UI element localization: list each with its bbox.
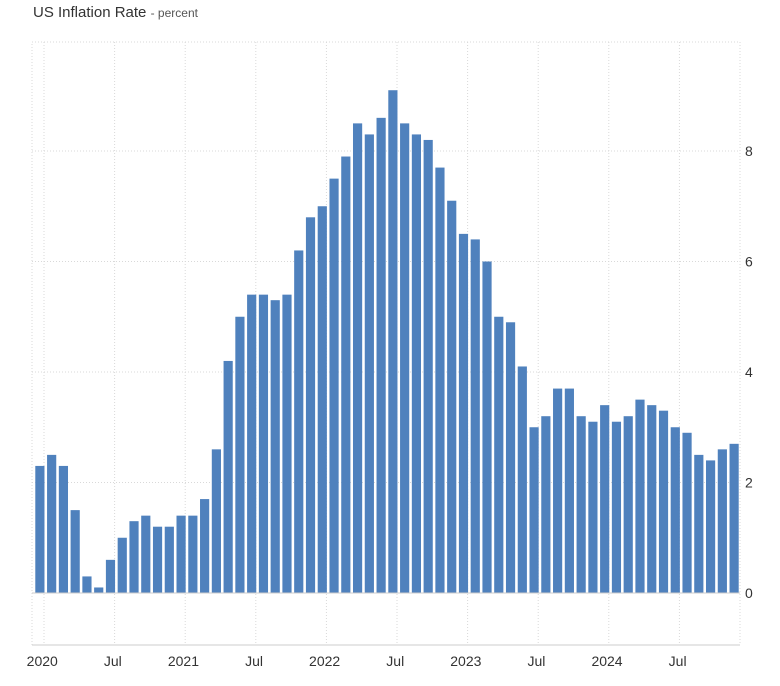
bar: [553, 388, 563, 593]
y-tick-label: 2: [745, 475, 753, 491]
bar: [129, 521, 139, 593]
bar: [352, 123, 363, 593]
bar: [58, 465, 69, 593]
bar: [105, 559, 116, 593]
x-tick-label: 2024: [591, 653, 622, 669]
bar: [682, 432, 692, 593]
bar: [517, 366, 527, 593]
x-tick-label: 2021: [168, 653, 199, 669]
bar: [658, 410, 669, 593]
bar: [305, 217, 316, 594]
bar: [647, 405, 657, 593]
bar: [611, 421, 622, 593]
bar: [376, 117, 386, 593]
x-tick-label: Jul: [527, 653, 545, 669]
bar: [505, 322, 516, 593]
bar: [317, 206, 327, 593]
bar: [94, 587, 104, 593]
bar: [388, 90, 398, 593]
bar: [564, 388, 574, 593]
bar: [670, 427, 680, 593]
x-axis-tick-labels: 2020 Jul 2021 Jul 2022 Jul 2023 Jul 2024 Jul: [27, 653, 687, 669]
y-tick-label: 8: [745, 143, 753, 159]
bar: [576, 416, 586, 593]
bar: [694, 454, 704, 593]
bar: [188, 515, 198, 593]
bar: [247, 294, 257, 593]
bar: [329, 178, 339, 593]
bar: [200, 499, 210, 593]
bar: [600, 405, 610, 593]
bar: [223, 360, 233, 593]
bar: [364, 134, 374, 594]
bar: [623, 416, 633, 593]
x-tick-label: Jul: [386, 653, 404, 669]
x-tick-label: Jul: [245, 653, 263, 669]
chart-bars: [35, 90, 739, 594]
bar: [176, 515, 186, 593]
bar: [470, 239, 480, 593]
bar: [400, 123, 410, 593]
bar: [164, 526, 174, 593]
chart-axis: [32, 592, 740, 646]
bar: [282, 294, 292, 593]
bar: [211, 449, 221, 593]
bar: [529, 427, 539, 593]
bar: [270, 300, 280, 593]
bar: [423, 139, 433, 593]
x-tick-label: 2020: [27, 653, 58, 669]
y-tick-label: 0: [745, 585, 753, 601]
bar: [435, 167, 445, 593]
bar: [482, 261, 492, 593]
chart-unit-text: percent: [157, 6, 198, 20]
bar: [588, 421, 598, 593]
bar: [447, 200, 457, 593]
bar: [47, 454, 57, 593]
x-tick-label: 2023: [450, 653, 481, 669]
bar: [635, 399, 645, 593]
bar: [70, 510, 80, 593]
bar: [141, 515, 151, 593]
chart-title-text: US Inflation Rate: [33, 4, 147, 21]
bar: [717, 449, 727, 593]
bar: [35, 465, 45, 593]
bar: [729, 443, 739, 593]
bar: [341, 156, 351, 593]
x-tick-label: Jul: [104, 653, 122, 669]
bar: [541, 416, 551, 593]
x-tick-label: 2022: [309, 653, 340, 669]
bar: [258, 294, 269, 593]
bar: [705, 460, 716, 593]
bar: [494, 316, 504, 593]
bar: [458, 233, 469, 593]
chart-title: US Inflation Rate - percent: [33, 4, 198, 21]
bar: [82, 576, 92, 593]
y-tick-label: 6: [745, 254, 753, 270]
bar: [117, 537, 127, 593]
chart-unit-label: - percent: [150, 6, 198, 20]
bar: [294, 250, 304, 593]
bar: [235, 316, 245, 593]
y-tick-label: 4: [745, 364, 753, 380]
x-tick-label: Jul: [669, 653, 687, 669]
y-axis-tick-labels: 0 2 4 6 8: [745, 143, 753, 601]
bar: [411, 134, 422, 594]
bar: [152, 526, 163, 593]
